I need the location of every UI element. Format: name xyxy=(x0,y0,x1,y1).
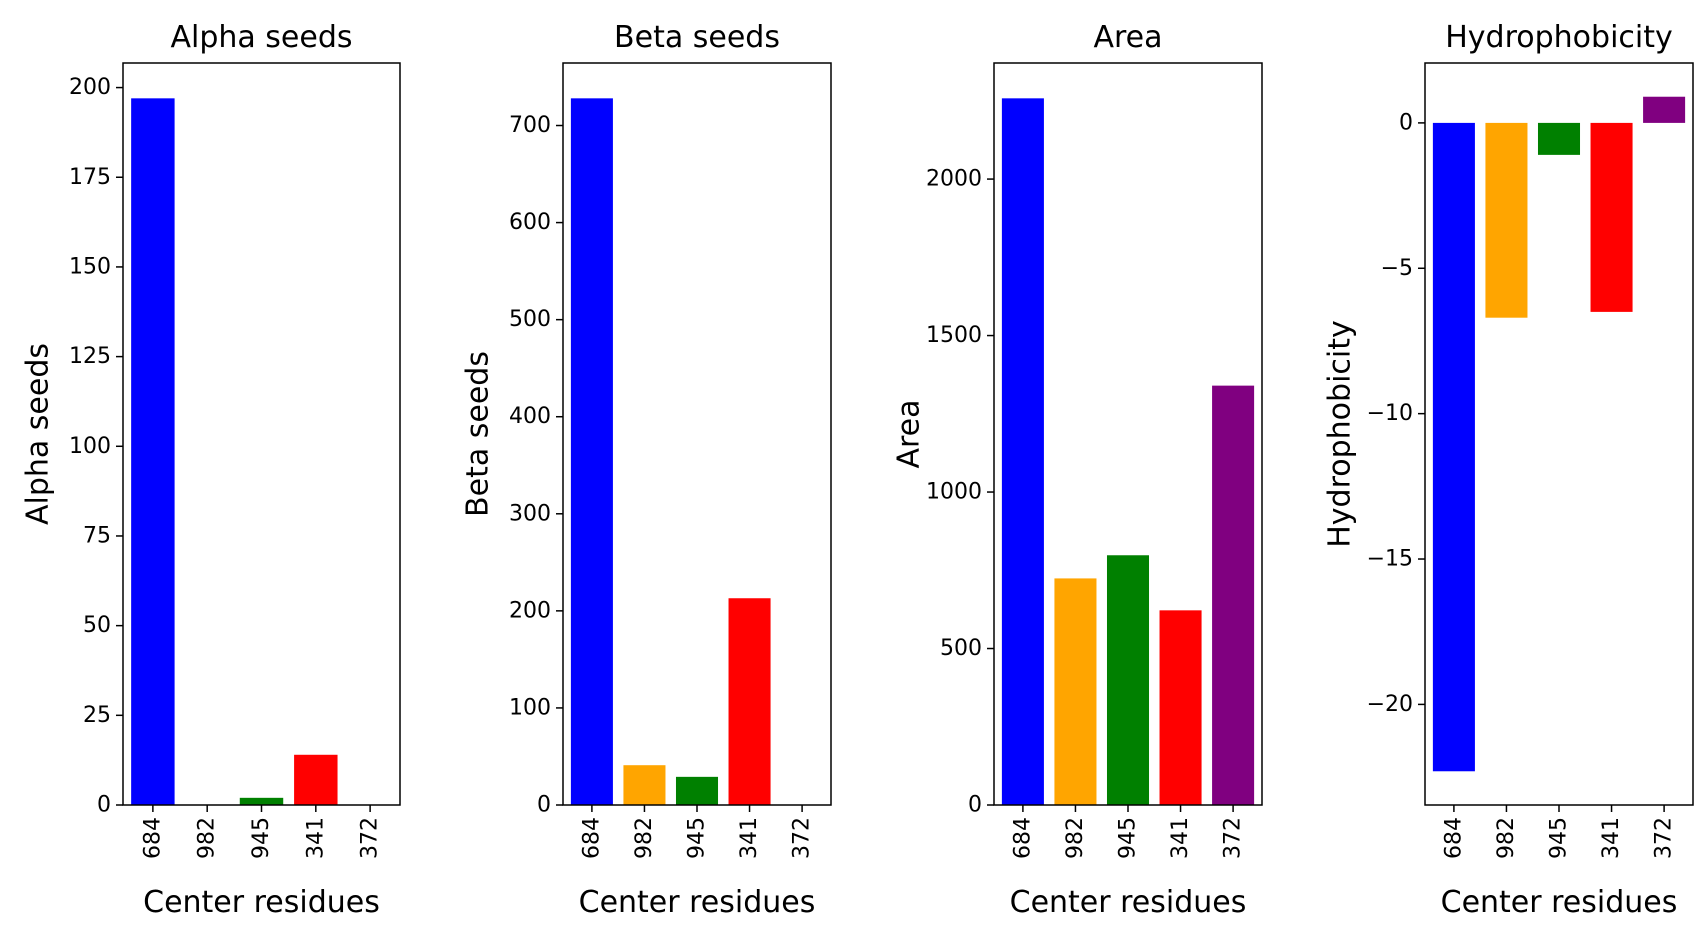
x-axis-label: Center residues xyxy=(1010,885,1247,920)
y-tick-label: −15 xyxy=(1367,547,1413,572)
bar-945 xyxy=(1106,555,1150,805)
chart-title: Alpha seeds xyxy=(170,20,352,55)
bar-684 xyxy=(1432,122,1475,772)
x-tick-label: 341 xyxy=(1168,817,1193,859)
y-tick-label: 100 xyxy=(69,434,111,459)
y-tick-label: 200 xyxy=(509,598,551,623)
bar-684 xyxy=(1001,98,1044,806)
x-tick-label: 341 xyxy=(737,817,762,859)
y-tick-label: 0 xyxy=(1399,110,1413,135)
bar-341 xyxy=(294,754,338,805)
x-tick-label: 982 xyxy=(632,817,657,859)
x-axis-label: Center residues xyxy=(1441,885,1678,920)
x-tick-label: 982 xyxy=(1494,817,1519,859)
y-tick-label: 175 xyxy=(69,165,111,190)
bar-945 xyxy=(675,776,719,805)
y-tick-label: 0 xyxy=(537,793,551,818)
y-axis-label: Area xyxy=(892,399,927,468)
x-tick-label: 945 xyxy=(685,817,710,859)
bar-684 xyxy=(570,98,613,806)
bar-684 xyxy=(131,98,175,806)
x-tick-label: 372 xyxy=(358,817,383,859)
y-axis-label: Alpha seeds xyxy=(21,343,56,525)
y-tick-label: 100 xyxy=(509,695,551,720)
y-tick-label: 0 xyxy=(968,793,982,818)
x-tick-label: 684 xyxy=(140,817,165,859)
x-tick-label: 684 xyxy=(1441,817,1466,859)
bar-341 xyxy=(1159,610,1202,805)
y-tick-label: 75 xyxy=(83,523,111,548)
x-tick-label: 372 xyxy=(1652,817,1677,859)
y-axis-label: Hydrophobicity xyxy=(1323,320,1358,548)
x-tick-label: 684 xyxy=(1010,817,1035,859)
x-tick-label: 982 xyxy=(195,817,220,859)
y-tick-label: 500 xyxy=(509,307,551,332)
chart-title: Hydrophobicity xyxy=(1445,20,1673,55)
x-tick-label: 945 xyxy=(1547,817,1572,859)
bar-945 xyxy=(1537,122,1581,155)
chart-title: Area xyxy=(1093,20,1162,55)
y-tick-label: −5 xyxy=(1381,256,1413,281)
y-tick-label: 1500 xyxy=(926,323,982,348)
y-tick-label: 150 xyxy=(69,254,111,279)
y-tick-label: 700 xyxy=(509,113,551,138)
x-tick-label: 372 xyxy=(790,817,815,859)
x-tick-label: 684 xyxy=(579,817,604,859)
y-tick-label: 500 xyxy=(940,636,982,661)
bar-341 xyxy=(1590,122,1633,312)
x-tick-label: 945 xyxy=(249,817,274,859)
y-tick-label: 400 xyxy=(509,404,551,429)
y-tick-label: 1000 xyxy=(926,480,982,505)
bar-372 xyxy=(1643,96,1686,123)
bar-982 xyxy=(623,765,666,805)
x-tick-label: 982 xyxy=(1063,817,1088,859)
chart-title: Beta seeds xyxy=(614,20,780,55)
y-tick-label: −10 xyxy=(1367,401,1413,426)
y-tick-label: 50 xyxy=(83,613,111,638)
bar-341 xyxy=(728,598,771,805)
y-tick-label: 25 xyxy=(83,703,111,728)
bar-372 xyxy=(1212,385,1255,805)
chart-panel-1: 0 25 50 75 100 125 150 175 200 684 982 945 341 372 Alp… xyxy=(21,20,401,920)
bar-982 xyxy=(1054,578,1097,805)
x-tick-label: 945 xyxy=(1116,817,1141,859)
y-tick-label: 0 xyxy=(97,793,111,818)
chart-panel-3: 0 500 1000 1500 2000 684 982 945 341 372 Area Cente… xyxy=(892,20,1263,920)
y-tick-label: 2000 xyxy=(926,167,982,192)
x-axis-label: Center residues xyxy=(579,885,816,920)
x-tick-label: 372 xyxy=(1221,817,1246,859)
y-tick-label: 300 xyxy=(509,501,551,526)
x-tick-label: 341 xyxy=(303,817,328,859)
bar-982 xyxy=(1485,122,1528,318)
y-tick-label: −20 xyxy=(1367,692,1413,717)
y-tick-label: 600 xyxy=(509,210,551,235)
chart-panel-4: −20 −15 −10 −5 0 684 982 945 341 372 Hydrophobicit… xyxy=(1323,20,1694,920)
x-axis-label: Center residues xyxy=(143,885,380,920)
y-tick-label: 200 xyxy=(69,75,111,100)
y-axis-label: Beta seeds xyxy=(461,351,496,517)
x-tick-label: 341 xyxy=(1599,817,1624,859)
y-tick-label: 125 xyxy=(69,344,111,369)
bar-945 xyxy=(239,797,284,805)
chart-panel-2: 0 100 200 300 400 500 600 700 684 982 945 341 372 Bet… xyxy=(461,20,832,920)
